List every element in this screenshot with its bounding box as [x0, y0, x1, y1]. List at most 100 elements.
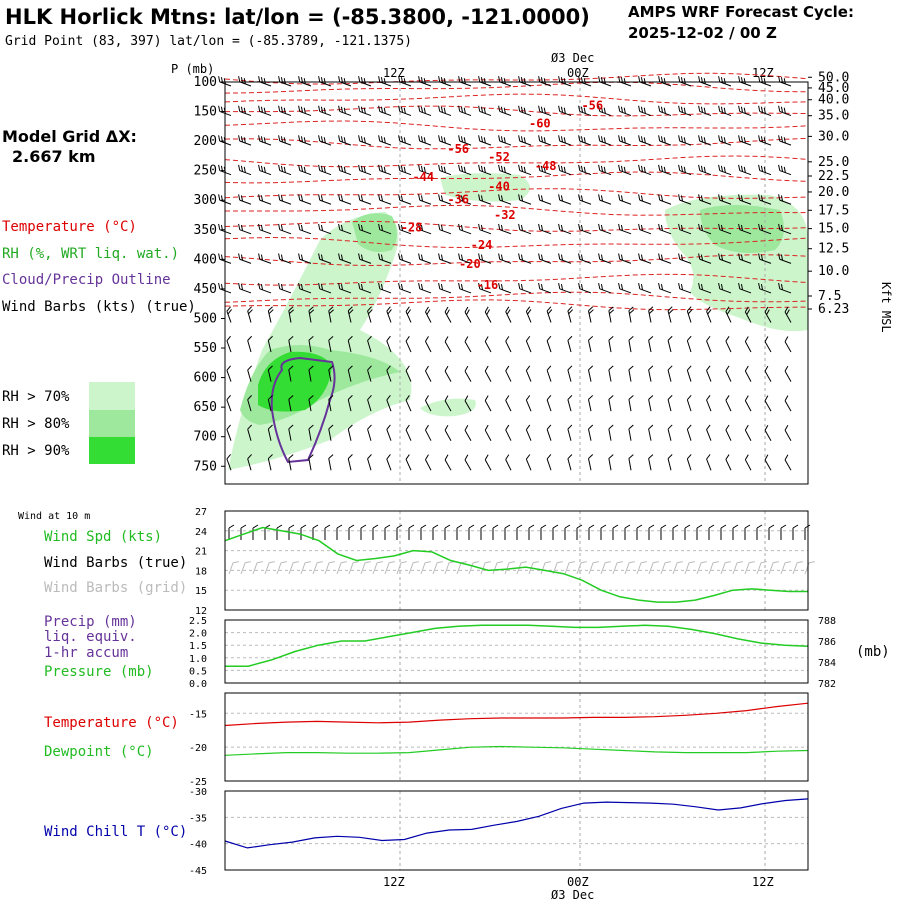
barb-feather — [358, 253, 361, 260]
barb-feather — [320, 136, 324, 143]
barb-shaft — [399, 229, 412, 235]
barb-feather — [520, 136, 524, 143]
barb-feather — [663, 166, 666, 173]
legend-precip-liq: liq. equiv. — [44, 629, 137, 645]
barb-feather — [764, 306, 769, 313]
wind-barb — [718, 164, 732, 176]
barb-shaft — [328, 428, 332, 441]
barb-shaft — [608, 399, 612, 412]
barb-shaft — [608, 458, 612, 471]
wind-barb — [267, 395, 273, 412]
wind-barb — [328, 306, 334, 323]
wind-barb — [378, 164, 392, 176]
barb-feather — [367, 395, 372, 400]
surface-wind-barb — [252, 524, 259, 540]
barb-feather — [438, 76, 441, 82]
barb-feather — [598, 223, 601, 230]
barb-feather — [238, 105, 241, 112]
barb-shaft — [725, 311, 732, 323]
barb-feather — [598, 105, 601, 112]
barb-feather — [725, 561, 731, 564]
barb-shaft — [459, 199, 472, 205]
barb-shaft — [226, 399, 232, 412]
wind-barb — [525, 306, 532, 323]
barb-shaft — [267, 399, 272, 412]
barb-shaft — [525, 370, 532, 382]
wind-barb — [628, 424, 634, 441]
barb-feather — [440, 254, 444, 261]
barb-feather — [643, 107, 646, 114]
surface-wind-barb — [360, 524, 367, 540]
barb-feather — [247, 454, 253, 460]
surface-wind-barb — [528, 524, 535, 540]
wind-barb — [608, 336, 614, 353]
barb-feather — [764, 424, 769, 431]
wind-barb — [318, 164, 332, 176]
barb-feather — [464, 336, 469, 342]
barb-feather — [600, 254, 604, 261]
legend-surface-temperature: Temperature (°C) — [44, 715, 179, 731]
barb-shaft — [308, 340, 312, 353]
barb-shaft — [628, 458, 632, 471]
wind-barb — [558, 194, 572, 205]
wind-barb — [678, 223, 692, 235]
barb-feather — [440, 224, 444, 231]
barb-feather — [300, 136, 304, 143]
wind-barb — [478, 223, 492, 235]
barb-shaft — [226, 429, 232, 441]
barb-feather — [686, 306, 692, 312]
barb-feather — [360, 106, 364, 113]
barb-shaft — [579, 288, 592, 294]
barb-feather — [320, 195, 324, 202]
barb-feather — [760, 224, 764, 231]
barb-feather — [478, 253, 481, 260]
barb-feather — [377, 561, 383, 564]
wind-barb — [764, 306, 772, 323]
temperature-contour — [224, 236, 809, 249]
barb-feather — [218, 135, 221, 142]
wind-barb — [328, 365, 334, 382]
wind-barb — [298, 164, 312, 176]
barb-feather — [298, 164, 301, 171]
barb-shaft — [679, 199, 692, 205]
wind-barb — [628, 306, 635, 323]
barb-feather — [258, 135, 261, 142]
barb-feather — [703, 166, 706, 173]
barb-feather — [696, 524, 703, 529]
barb-feather — [360, 136, 364, 143]
barb-feather — [398, 282, 401, 289]
barb-shaft — [732, 562, 738, 575]
barb-feather — [678, 105, 681, 112]
barb-feather — [783, 166, 786, 173]
temperature-contour-label: -16 — [477, 278, 499, 292]
barb-feather — [760, 106, 764, 113]
barb-feather — [380, 254, 384, 261]
wind-barb — [367, 424, 372, 441]
wind-barb — [558, 76, 572, 87]
barb-shaft — [696, 562, 702, 575]
wind-barb — [618, 135, 632, 146]
barb-feather — [218, 164, 221, 171]
barb-shaft — [567, 369, 572, 382]
grid-wind-barb — [300, 561, 311, 575]
barb-feather — [480, 106, 484, 113]
barb-feather — [389, 561, 395, 564]
barb-feather — [558, 194, 561, 201]
barb-feather — [245, 561, 251, 564]
wind-barb — [588, 335, 594, 353]
barb-shaft — [408, 562, 414, 575]
barb-feather — [338, 194, 341, 201]
barb-shaft — [784, 400, 792, 412]
cloud-outline — [270, 356, 336, 464]
wind-barb — [744, 424, 752, 441]
barb-shaft — [336, 562, 342, 575]
wind-barb — [318, 223, 332, 235]
barb-feather — [400, 254, 404, 261]
barb-feather — [341, 561, 347, 564]
value-tick-label: -30 — [189, 787, 207, 798]
barb-feather — [698, 76, 701, 82]
barb-feather — [600, 165, 604, 172]
barb-feather — [628, 365, 634, 371]
value-tick-label: 1.5 — [189, 641, 207, 652]
wind-barb — [308, 424, 314, 441]
